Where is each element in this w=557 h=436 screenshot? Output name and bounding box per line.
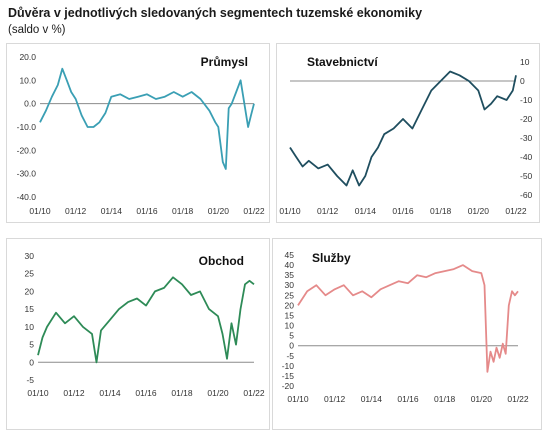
prumysl-x-tick: 01/14 <box>101 206 123 216</box>
sluzby-y-tick: -10 <box>282 361 295 371</box>
obchod-y-tick: 10 <box>25 322 35 332</box>
prumysl-x-tick: 01/12 <box>65 206 87 216</box>
sluzby-y-tick: -20 <box>282 381 295 391</box>
panel-sluzby <box>272 238 542 430</box>
stavebnictvi-y-tick: 10 <box>520 57 530 67</box>
prumysl-x-tick: 01/16 <box>136 206 158 216</box>
obchod-y-tick: 5 <box>29 340 34 350</box>
stavebnictvi-x-tick: 01/20 <box>468 206 490 216</box>
sluzby-y-tick: 15 <box>285 310 295 320</box>
sluzby-x-tick: 01/16 <box>397 394 419 404</box>
stavebnictvi-x-tick: 01/18 <box>430 206 452 216</box>
prumysl-y-tick: -10.0 <box>17 122 37 132</box>
prumysl-panel-title: Průmysl <box>201 55 248 69</box>
stavebnictvi-panel-title: Stavebnictví <box>307 55 378 69</box>
sluzby-x-tick: 01/20 <box>471 394 493 404</box>
obchod-y-tick: 0 <box>29 357 34 367</box>
prumysl-x-tick: 01/10 <box>29 206 51 216</box>
stavebnictvi-x-tick: 01/10 <box>279 206 301 216</box>
obchod-y-tick: 30 <box>25 251 35 261</box>
obchod-x-tick: 01/20 <box>207 388 229 398</box>
stavebnictvi-y-tick: 0 <box>520 76 525 86</box>
sluzby-y-tick: 10 <box>285 321 295 331</box>
sluzby-y-tick: 20 <box>285 300 295 310</box>
stavebnictvi-y-tick: -10 <box>520 95 533 105</box>
sluzby-y-tick: 0 <box>289 341 294 351</box>
panel-obchod <box>6 238 270 430</box>
obchod-x-tick: 01/12 <box>63 388 85 398</box>
obchod-x-tick: 01/18 <box>171 388 193 398</box>
prumysl-y-tick: -20.0 <box>17 145 37 155</box>
sluzby-x-tick: 01/12 <box>324 394 346 404</box>
obchod-x-tick: 01/14 <box>99 388 121 398</box>
obchod-x-tick: 01/10 <box>27 388 49 398</box>
sluzby-y-tick: -15 <box>282 371 295 381</box>
sluzby-x-tick: 01/18 <box>434 394 456 404</box>
sluzby-y-tick: 40 <box>285 260 295 270</box>
prumysl-y-tick: 0.0 <box>24 99 36 109</box>
stavebnictvi-y-tick: -50 <box>520 171 533 181</box>
sluzby-panel-title: Služby <box>312 251 351 265</box>
obchod-y-tick: 25 <box>25 269 35 279</box>
sluzby-y-tick: 30 <box>285 280 295 290</box>
obchod-y-tick: 15 <box>25 304 35 314</box>
prumysl-series-line <box>39 67 255 170</box>
stavebnictvi-series-line <box>289 70 517 187</box>
sluzby-y-tick: 35 <box>285 270 295 280</box>
sluzby-y-tick: 25 <box>285 290 295 300</box>
stavebnictvi-x-tick: 01/14 <box>355 206 377 216</box>
prumysl-x-tick: 01/22 <box>243 206 265 216</box>
obchod-x-tick: 01/22 <box>243 388 265 398</box>
stavebnictvi-y-tick: -30 <box>520 133 533 143</box>
prumysl-x-tick: 01/20 <box>208 206 230 216</box>
stavebnictvi-x-tick: 01/12 <box>317 206 339 216</box>
sluzby-y-tick: 5 <box>289 331 294 341</box>
panel-prumysl <box>6 43 270 223</box>
stavebnictvi-x-tick: 01/16 <box>392 206 414 216</box>
sluzby-x-tick: 01/22 <box>507 394 529 404</box>
prumysl-y-tick: 20.0 <box>19 52 36 62</box>
obchod-series-line <box>37 276 255 364</box>
obchod-x-tick: 01/16 <box>135 388 157 398</box>
obchod-y-tick: -5 <box>26 375 34 385</box>
panel-stavebnictvi <box>276 43 540 223</box>
stavebnictvi-y-tick: -40 <box>520 152 533 162</box>
prumysl-x-tick: 01/18 <box>172 206 194 216</box>
obchod-y-tick: 20 <box>25 286 35 296</box>
sluzby-series-line <box>297 264 519 373</box>
prumysl-y-tick: -40.0 <box>17 192 37 202</box>
sluzby-x-tick: 01/10 <box>287 394 309 404</box>
chart-title: Důvěra v jednotlivých sledovaných segmen… <box>8 6 423 20</box>
stavebnictvi-x-tick: 01/22 <box>505 206 527 216</box>
sluzby-y-tick: 45 <box>285 250 295 260</box>
sluzby-x-tick: 01/14 <box>361 394 383 404</box>
chart-subtitle: (saldo v %) <box>8 24 66 36</box>
sluzby-y-tick: -5 <box>286 351 294 361</box>
obchod-panel-title: Obchod <box>199 254 244 268</box>
stavebnictvi-y-tick: -60 <box>520 190 533 200</box>
stavebnictvi-y-tick: -20 <box>520 114 533 124</box>
prumysl-y-tick: -30.0 <box>17 169 37 179</box>
prumysl-y-tick: 10.0 <box>19 75 36 85</box>
